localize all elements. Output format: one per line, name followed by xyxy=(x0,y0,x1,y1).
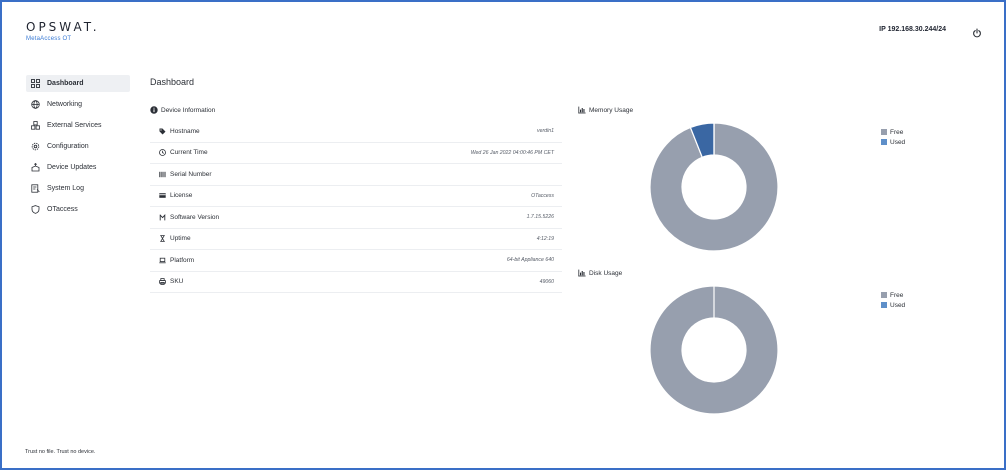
memory-legend: Free Used xyxy=(881,127,905,147)
gear-icon xyxy=(31,142,40,151)
sidebar-item-dashboard[interactable]: Dashboard xyxy=(26,75,130,92)
legend-item-free[interactable]: Free xyxy=(881,290,905,300)
disk-usage-heading: Disk Usage xyxy=(578,269,622,277)
license-card-icon xyxy=(159,192,166,199)
sidebar-item-label: System Log xyxy=(47,185,84,192)
footer-tagline: Trust no file. Trust no device. xyxy=(25,449,96,455)
info-value: 1.7.15.5226 xyxy=(526,214,554,221)
info-circle-icon xyxy=(150,106,158,114)
page-title: Dashboard xyxy=(150,77,195,87)
info-label: Uptime xyxy=(170,235,191,243)
globe-icon xyxy=(31,100,40,109)
memory-usage-donut xyxy=(649,122,779,252)
code-branch-icon xyxy=(159,213,166,221)
sidebar-item-configuration[interactable]: Configuration xyxy=(26,138,130,155)
legend-swatch-used xyxy=(881,302,887,308)
logo-wordmark: OPSWAT. xyxy=(26,20,100,34)
sidebar-item-device-updates[interactable]: Device Updates xyxy=(26,159,130,176)
info-row-platform: Platform 64-bit Appliance 640 xyxy=(150,250,562,272)
legend-label: Used xyxy=(890,301,906,309)
shield-icon xyxy=(31,205,40,214)
sidebar-item-label: OTaccess xyxy=(47,206,78,213)
info-row-hostname: Hostname verdin1 xyxy=(150,121,562,143)
legend-swatch-used xyxy=(881,139,887,145)
section-title: Memory Usage xyxy=(589,106,634,114)
info-label: SKU xyxy=(170,278,184,286)
disk-legend: Free Used xyxy=(881,290,905,310)
legend-swatch-free xyxy=(881,129,887,135)
legend-item-used[interactable]: Used xyxy=(881,137,905,147)
info-row-sku: SKU 49060 xyxy=(150,272,562,293)
info-value: OTaccess xyxy=(531,192,554,199)
info-row-license: License OTaccess xyxy=(150,186,562,207)
disk-usage-donut xyxy=(649,285,779,415)
device-info-table: Hostname verdin1 Current Time Wed 26 Jan… xyxy=(150,121,562,293)
info-value: verdin1 xyxy=(536,128,554,135)
printer-icon xyxy=(159,278,166,286)
sidebar-item-label: Device Updates xyxy=(47,164,97,171)
legend-label: Free xyxy=(890,291,904,299)
box-upload-icon xyxy=(31,163,40,172)
legend-swatch-free xyxy=(881,292,887,298)
sidebar-item-external-services[interactable]: External Services xyxy=(26,117,130,134)
logo[interactable]: OPSWAT. MetaAccess OT xyxy=(26,20,100,42)
device-info-heading: Device Information xyxy=(150,106,215,114)
bar-chart-icon xyxy=(578,269,586,277)
cubes-icon xyxy=(31,121,40,130)
legend-item-used[interactable]: Used xyxy=(881,300,905,310)
memory-usage-heading: Memory Usage xyxy=(578,106,633,114)
sidebar: Dashboard Networking External Services xyxy=(26,75,130,222)
info-value: 4:12:19 xyxy=(536,235,554,242)
legend-label: Used xyxy=(890,138,906,146)
sidebar-item-system-log[interactable]: System Log xyxy=(26,180,130,197)
info-label: Platform xyxy=(170,256,195,264)
laptop-icon xyxy=(159,257,166,264)
info-row-uptime: Uptime 4:12:19 xyxy=(150,229,562,250)
sidebar-item-networking[interactable]: Networking xyxy=(26,96,130,113)
info-row-current-time: Current Time Wed 26 Jan 2022 04:00:46 PM… xyxy=(150,143,562,164)
info-row-serial-number: Serial Number xyxy=(150,164,562,186)
log-icon xyxy=(31,184,40,193)
info-value: 64-bit Appliance 640 xyxy=(506,257,554,264)
info-label: Serial Number xyxy=(170,170,212,178)
tag-icon xyxy=(159,128,166,135)
barcode-icon xyxy=(159,171,166,178)
info-label: License xyxy=(170,192,193,200)
sidebar-item-label: Networking xyxy=(47,101,83,108)
donut-slice-free[interactable] xyxy=(649,285,779,415)
section-title: Device Information xyxy=(161,106,216,114)
info-row-software-version: Software Version 1.7.15.5226 xyxy=(150,207,562,229)
info-label: Software Version xyxy=(170,213,220,221)
donut-slice-free[interactable] xyxy=(649,122,779,252)
sidebar-item-label: Configuration xyxy=(47,143,89,150)
legend-item-free[interactable]: Free xyxy=(881,127,905,137)
info-label: Current Time xyxy=(170,149,208,157)
sidebar-item-label: Dashboard xyxy=(47,80,84,87)
section-title: Disk Usage xyxy=(589,269,623,277)
hourglass-icon xyxy=(159,235,166,243)
info-value: Wed 26 Jan 2022 04:00:46 PM CET xyxy=(470,149,554,156)
clock-icon xyxy=(159,149,166,157)
ip-address: IP 192.168.30.244/24 xyxy=(879,26,946,33)
product-name: MetaAccess OT xyxy=(26,36,72,42)
legend-label: Free xyxy=(890,128,904,136)
sidebar-item-otaccess[interactable]: OTaccess xyxy=(26,201,130,218)
power-icon[interactable] xyxy=(972,25,982,38)
grid-icon xyxy=(31,79,40,88)
info-label: Hostname xyxy=(170,127,200,135)
bar-chart-icon xyxy=(578,106,586,114)
info-value: 49060 xyxy=(539,278,554,285)
sidebar-item-label: External Services xyxy=(47,122,102,129)
